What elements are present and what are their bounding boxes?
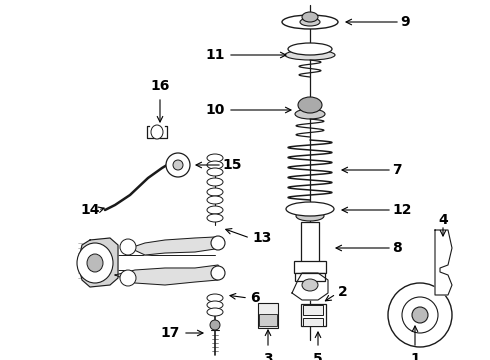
Text: 2: 2 xyxy=(338,285,348,299)
Text: 12: 12 xyxy=(392,203,412,217)
Ellipse shape xyxy=(207,161,223,169)
Text: 4: 4 xyxy=(438,213,448,227)
Bar xyxy=(258,302,278,328)
Bar xyxy=(300,304,325,326)
Ellipse shape xyxy=(120,270,136,286)
Ellipse shape xyxy=(207,196,223,204)
Text: 6: 6 xyxy=(250,291,260,305)
Ellipse shape xyxy=(285,50,335,60)
Ellipse shape xyxy=(288,43,332,55)
Text: 10: 10 xyxy=(206,103,225,117)
Text: 16: 16 xyxy=(150,79,170,93)
Text: 15: 15 xyxy=(222,158,242,172)
Ellipse shape xyxy=(302,12,318,22)
Text: 5: 5 xyxy=(313,352,323,360)
Ellipse shape xyxy=(87,254,103,272)
Text: 1: 1 xyxy=(410,352,420,360)
Text: 3: 3 xyxy=(263,352,273,360)
Ellipse shape xyxy=(207,178,223,186)
Ellipse shape xyxy=(207,168,223,176)
Ellipse shape xyxy=(412,307,428,323)
Ellipse shape xyxy=(207,206,223,214)
Polygon shape xyxy=(78,238,118,287)
Ellipse shape xyxy=(166,153,190,177)
Ellipse shape xyxy=(207,294,223,302)
Text: 8: 8 xyxy=(392,241,402,255)
Ellipse shape xyxy=(298,97,322,113)
Ellipse shape xyxy=(77,243,113,283)
Ellipse shape xyxy=(173,160,183,170)
Ellipse shape xyxy=(300,18,320,26)
Ellipse shape xyxy=(295,109,325,119)
Bar xyxy=(303,318,323,326)
Ellipse shape xyxy=(296,211,324,221)
Ellipse shape xyxy=(207,308,223,316)
Text: 9: 9 xyxy=(400,15,410,29)
Text: 13: 13 xyxy=(252,231,271,245)
Ellipse shape xyxy=(207,154,223,162)
Ellipse shape xyxy=(120,239,136,255)
Bar xyxy=(295,273,325,281)
Ellipse shape xyxy=(151,125,163,139)
Ellipse shape xyxy=(211,236,225,250)
Polygon shape xyxy=(115,265,222,285)
Ellipse shape xyxy=(207,301,223,309)
Bar xyxy=(294,261,326,273)
Ellipse shape xyxy=(402,297,438,333)
Polygon shape xyxy=(130,237,220,255)
Ellipse shape xyxy=(210,320,220,330)
Text: 7: 7 xyxy=(392,163,402,177)
Bar xyxy=(303,305,323,315)
Ellipse shape xyxy=(286,202,334,216)
Polygon shape xyxy=(292,273,328,300)
Bar xyxy=(301,222,319,272)
Text: 11: 11 xyxy=(205,48,225,62)
Polygon shape xyxy=(435,230,452,295)
Ellipse shape xyxy=(388,283,452,347)
Text: 17: 17 xyxy=(161,326,180,340)
Ellipse shape xyxy=(302,279,318,291)
Bar xyxy=(259,314,277,326)
Ellipse shape xyxy=(211,266,225,280)
Ellipse shape xyxy=(282,15,338,29)
Ellipse shape xyxy=(207,188,223,196)
Text: 14: 14 xyxy=(80,203,100,217)
Ellipse shape xyxy=(207,214,223,222)
